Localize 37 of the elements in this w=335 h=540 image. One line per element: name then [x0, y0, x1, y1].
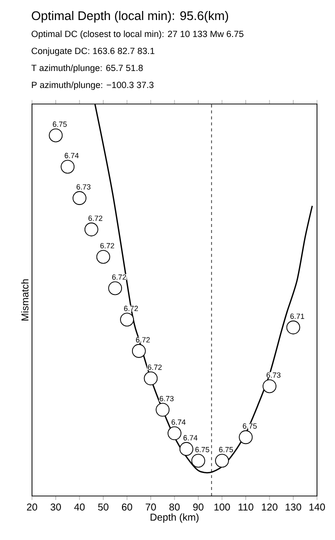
x-tick-label: 110	[238, 504, 254, 511]
x-tick-label: 30	[50, 504, 61, 511]
point	[60, 160, 75, 174]
x-tick-label: 20	[26, 504, 38, 511]
x-tick-label: 60	[122, 504, 132, 511]
point	[132, 344, 146, 358]
point	[84, 222, 98, 236]
x-tick-label: 40	[74, 504, 85, 511]
x-tick-label: 130	[286, 504, 302, 511]
chart-title: Optimal Depth (local min): 95.6(km)	[32, 10, 228, 23]
text: T azimuth/plunge: 65.7 51.8	[31, 64, 143, 73]
point	[156, 402, 170, 417]
point	[168, 426, 182, 440]
point	[215, 454, 229, 468]
text: P azimuth/plunge: −100.3 37.3	[32, 81, 154, 90]
point	[48, 128, 63, 142]
x-tick-label: 100	[214, 504, 230, 511]
text: Conjugate DC: 163.6 82.7 83.1	[32, 47, 154, 56]
y-axis-title: Mismatch	[21, 279, 28, 320]
point	[286, 320, 300, 334]
x-axis-title: Depth (km)	[150, 513, 199, 523]
point	[262, 379, 276, 394]
point	[191, 454, 206, 468]
point	[238, 430, 253, 444]
point	[108, 281, 122, 296]
point	[96, 250, 110, 264]
point	[120, 312, 134, 326]
text: Optimal DC (closest to local min): 27 10 133 Mw 6.75	[32, 30, 244, 39]
point	[144, 371, 158, 386]
x-tick-label: 50	[98, 504, 108, 511]
x-tick-label: 70	[146, 504, 156, 511]
point	[179, 442, 194, 456]
x-tick-label: 120	[262, 504, 278, 511]
x-tick-label: 80	[169, 504, 180, 511]
point	[72, 191, 86, 205]
x-tick-label: 90	[193, 504, 204, 511]
x-tick-label: 140	[309, 504, 325, 511]
